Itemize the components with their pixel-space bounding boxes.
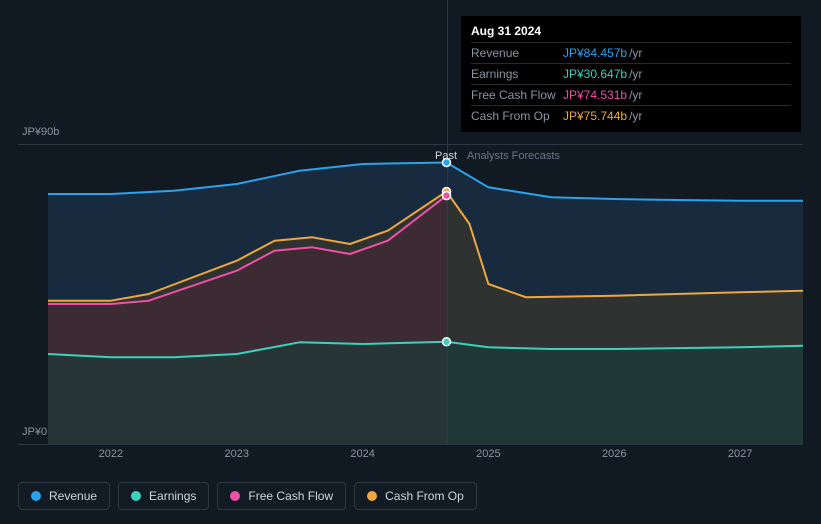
marker xyxy=(443,159,451,167)
hover-tooltip: Aug 31 2024 RevenueJP¥84.457b /yrEarning… xyxy=(461,16,801,132)
financials-forecast-chart: JP¥90b JP¥0 Past Analysts Forecasts 2022… xyxy=(0,0,821,524)
tooltip-date: Aug 31 2024 xyxy=(471,24,791,38)
legend-item-cfo[interactable]: Cash From Op xyxy=(354,482,477,510)
legend-item-fcf[interactable]: Free Cash Flow xyxy=(217,482,346,510)
legend-swatch xyxy=(230,491,240,501)
legend-swatch xyxy=(367,491,377,501)
tooltip-row-value: JP¥75.744b xyxy=(563,109,627,123)
tooltip-row-label: Revenue xyxy=(471,46,563,60)
legend-label: Free Cash Flow xyxy=(248,489,333,503)
xaxis-tick: 2024 xyxy=(350,448,374,460)
legend-label: Cash From Op xyxy=(385,489,464,503)
xaxis-tick: 2023 xyxy=(225,448,249,460)
tooltip-row-unit: /yr xyxy=(629,46,642,60)
marker xyxy=(443,192,451,200)
tooltip-row: Cash From OpJP¥75.744b /yr xyxy=(471,105,791,126)
tooltip-row: RevenueJP¥84.457b /yr xyxy=(471,42,791,63)
xaxis-tick: 2026 xyxy=(602,448,626,460)
legend-label: Earnings xyxy=(149,489,196,503)
legend-label: Revenue xyxy=(49,489,97,503)
tooltip-row-value: JP¥84.457b xyxy=(563,46,627,60)
tooltip-row-unit: /yr xyxy=(629,88,642,102)
legend-swatch xyxy=(131,491,141,501)
marker xyxy=(443,338,451,346)
legend-item-earnings[interactable]: Earnings xyxy=(118,482,209,510)
xaxis-tick: 2027 xyxy=(728,448,752,460)
tooltip-row-label: Free Cash Flow xyxy=(471,88,563,102)
tooltip-row-unit: /yr xyxy=(629,109,642,123)
xaxis-tick: 2025 xyxy=(476,448,500,460)
legend-item-revenue[interactable]: Revenue xyxy=(18,482,110,510)
xaxis: 2022 2023 2024 2025 2026 2027 xyxy=(0,448,821,468)
legend-swatch xyxy=(31,491,41,501)
tooltip-row-value: JP¥30.647b xyxy=(563,67,627,81)
legend: Revenue Earnings Free Cash Flow Cash From O… xyxy=(18,482,477,510)
tooltip-row-value: JP¥74.531b xyxy=(563,88,627,102)
tooltip-row: EarningsJP¥30.647b /yr xyxy=(471,63,791,84)
tooltip-row-label: Earnings xyxy=(471,67,563,81)
xaxis-tick: 2022 xyxy=(99,448,123,460)
tooltip-row-unit: /yr xyxy=(629,67,642,81)
tooltip-row-label: Cash From Op xyxy=(471,109,563,123)
tooltip-row: Free Cash FlowJP¥74.531b /yr xyxy=(471,84,791,105)
